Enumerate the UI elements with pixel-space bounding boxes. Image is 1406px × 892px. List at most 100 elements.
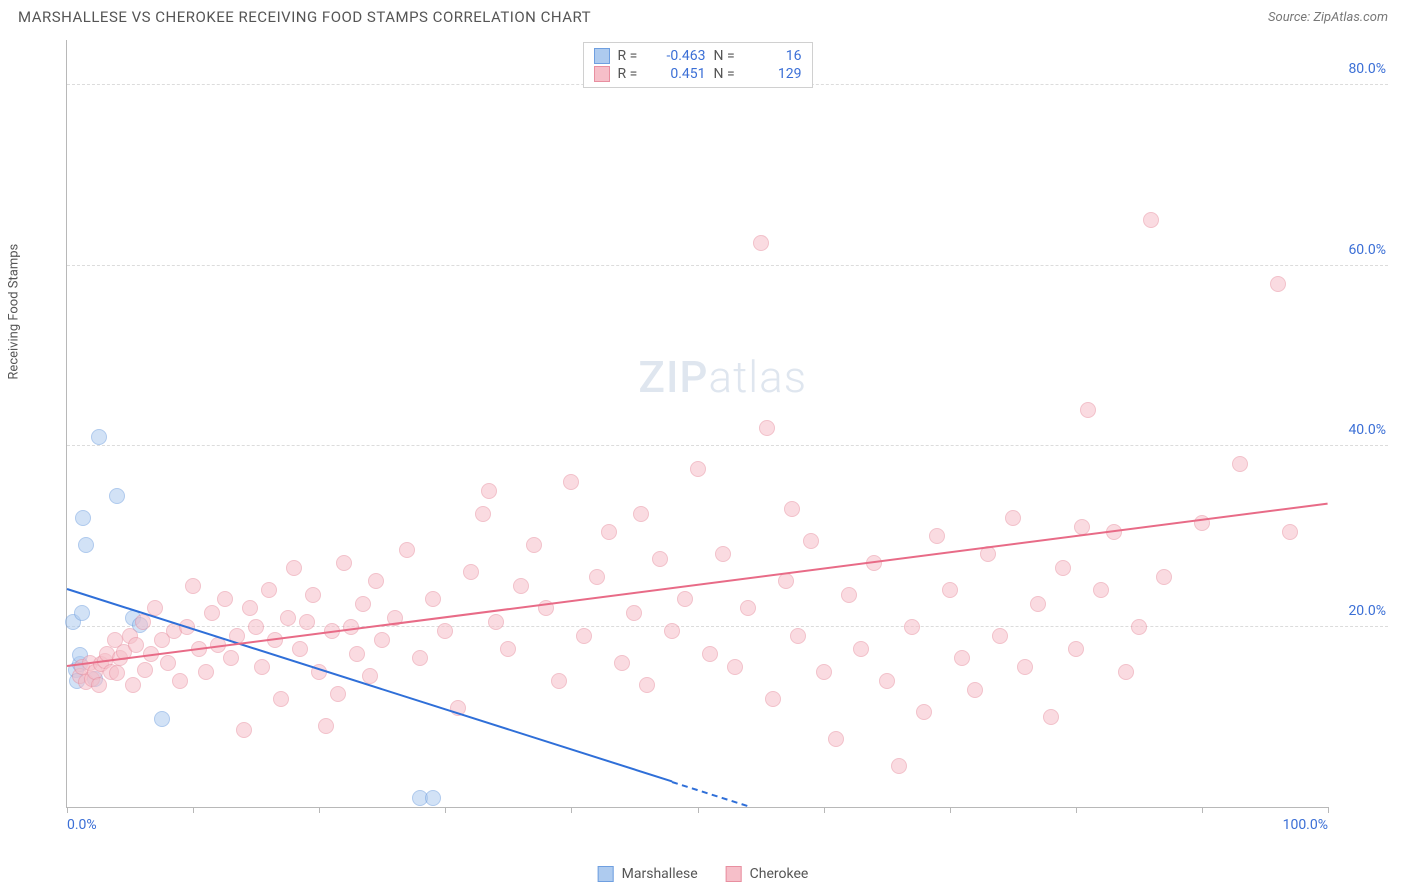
data-point-cherokee [318, 718, 334, 734]
data-point-cherokee [891, 758, 907, 774]
r-value: 0.451 [654, 66, 706, 82]
data-point-cherokee [374, 632, 390, 648]
data-point-cherokee [727, 659, 743, 675]
trendline-marshallese [67, 588, 673, 782]
legend-item-cherokee: Cherokee [726, 866, 809, 882]
data-point-cherokee [198, 664, 214, 680]
data-point-cherokee [526, 537, 542, 553]
x-tick-label: 0.0% [67, 817, 97, 833]
data-point-cherokee [513, 578, 529, 594]
data-point-marshallese [75, 510, 91, 526]
data-point-cherokee [879, 673, 895, 689]
data-point-cherokee [1156, 569, 1172, 585]
data-point-marshallese [74, 605, 90, 621]
data-point-cherokee [803, 533, 819, 549]
y-tick-label: 20.0% [1348, 603, 1386, 619]
data-point-cherokee [223, 650, 239, 666]
x-tick [67, 807, 68, 813]
y-tick-label: 60.0% [1348, 242, 1386, 258]
data-point-cherokee [853, 641, 869, 657]
x-tick-label: 100.0% [1283, 817, 1328, 833]
x-tick [1202, 807, 1203, 813]
data-point-cherokee [954, 650, 970, 666]
data-point-cherokee [992, 628, 1008, 644]
legend-label: Marshallese [622, 866, 698, 882]
data-point-cherokee [273, 691, 289, 707]
data-point-cherokee [1080, 402, 1096, 418]
data-point-cherokee [601, 524, 617, 540]
legend-swatch-marshallese [594, 48, 610, 64]
legend-swatch-cherokee [726, 866, 742, 882]
data-point-cherokee [292, 641, 308, 657]
data-point-cherokee [702, 646, 718, 662]
data-point-cherokee [280, 610, 296, 626]
data-point-cherokee [242, 600, 258, 616]
data-point-cherokee [1131, 619, 1147, 635]
data-point-cherokee [1030, 596, 1046, 612]
legend-swatch-cherokee [594, 66, 610, 82]
n-value: 16 [750, 48, 802, 64]
data-point-cherokee [160, 655, 176, 671]
legend-swatch-marshallese [598, 866, 614, 882]
data-point-cherokee [1005, 510, 1021, 526]
data-point-cherokee [305, 587, 321, 603]
data-point-marshallese [109, 488, 125, 504]
data-point-cherokee [589, 569, 605, 585]
gridline [67, 445, 1388, 446]
data-point-cherokee [633, 506, 649, 522]
data-point-cherokee [1232, 456, 1248, 472]
data-point-marshallese [425, 790, 441, 806]
data-point-cherokee [1017, 659, 1033, 675]
chart-source: Source: ZipAtlas.com [1268, 10, 1388, 25]
trendline-cherokee [67, 503, 1328, 667]
data-point-cherokee [185, 578, 201, 594]
data-point-cherokee [1093, 582, 1109, 598]
data-point-cherokee [475, 506, 491, 522]
data-point-cherokee [626, 605, 642, 621]
data-point-cherokee [1043, 709, 1059, 725]
legend-item-marshallese: Marshallese [598, 866, 698, 882]
x-tick [571, 807, 572, 813]
data-point-cherokee [172, 673, 188, 689]
n-value: 129 [750, 66, 802, 82]
data-point-cherokee [412, 650, 428, 666]
data-point-cherokee [1118, 664, 1134, 680]
data-point-cherokee [916, 704, 932, 720]
gridline [67, 626, 1388, 627]
legend-label: Cherokee [750, 866, 809, 882]
plot-region: ZIPatlas R =-0.463N =16R =0.451N =129 20… [66, 40, 1328, 808]
data-point-cherokee [135, 614, 151, 630]
trendline-marshallese-dashed [672, 781, 748, 807]
data-point-cherokee [91, 677, 107, 693]
data-point-cherokee [753, 235, 769, 251]
x-tick [319, 807, 320, 813]
data-point-cherokee [217, 591, 233, 607]
data-point-cherokee [942, 582, 958, 598]
data-point-cherokee [481, 483, 497, 499]
x-tick [445, 807, 446, 813]
data-point-cherokee [261, 582, 277, 598]
series-legend: Marshallese Cherokee [598, 866, 809, 882]
chart-header: MARSHALLESE VS CHEROKEE RECEIVING FOOD S… [0, 0, 1406, 30]
data-point-cherokee [137, 662, 153, 678]
data-point-cherokee [1055, 560, 1071, 576]
data-point-marshallese [78, 537, 94, 553]
data-point-cherokee [563, 474, 579, 490]
data-point-cherokee [784, 501, 800, 517]
data-point-cherokee [690, 461, 706, 477]
data-point-cherokee [254, 659, 270, 675]
n-label: N = [714, 66, 742, 82]
data-point-cherokee [488, 614, 504, 630]
data-point-cherokee [463, 564, 479, 580]
legend-row-marshallese: R =-0.463N =16 [594, 47, 802, 65]
data-point-cherokee [967, 682, 983, 698]
data-point-cherokee [248, 619, 264, 635]
data-point-cherokee [236, 722, 252, 738]
data-point-cherokee [349, 646, 365, 662]
n-label: N = [714, 48, 742, 64]
x-tick [824, 807, 825, 813]
data-point-cherokee [128, 637, 144, 653]
data-point-cherokee [740, 600, 756, 616]
data-point-cherokee [576, 628, 592, 644]
data-point-cherokee [790, 628, 806, 644]
